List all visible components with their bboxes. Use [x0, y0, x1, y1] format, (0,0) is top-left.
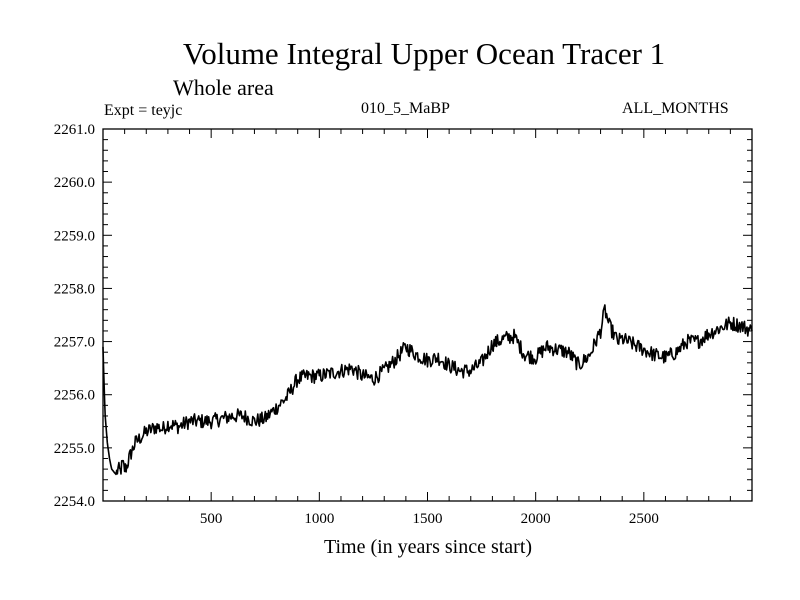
y-tick-label: 2254.0: [54, 494, 95, 510]
y-tick-label: 2258.0: [54, 281, 95, 297]
data-series-line: [102, 304, 753, 476]
chart-subtitle: Whole area: [173, 75, 274, 100]
period-label: 010_5_MaBP: [361, 100, 450, 117]
plot-frame: [102, 128, 753, 502]
x-axis-label: Time (in years since start): [324, 536, 532, 558]
x-tick-label: 1000: [304, 511, 334, 527]
season-label: ALL_MONTHS: [622, 100, 729, 117]
y-tick-label: 2260.0: [54, 175, 95, 191]
y-tick-label: 2261.0: [54, 122, 95, 138]
experiment-label: Expt = teyjc: [104, 102, 183, 119]
x-tick-label: 2500: [629, 511, 659, 527]
x-tick-label: 2000: [521, 511, 551, 527]
y-tick-label: 2255.0: [54, 441, 95, 457]
y-tick-label: 2259.0: [54, 228, 95, 244]
x-tick-label: 500: [200, 511, 223, 527]
x-tick-label: 1500: [413, 511, 443, 527]
chart-title: Volume Integral Upper Ocean Tracer 1: [182, 36, 666, 71]
y-tick-label: 2257.0: [54, 335, 95, 351]
y-tick-label: 2256.0: [54, 388, 95, 404]
